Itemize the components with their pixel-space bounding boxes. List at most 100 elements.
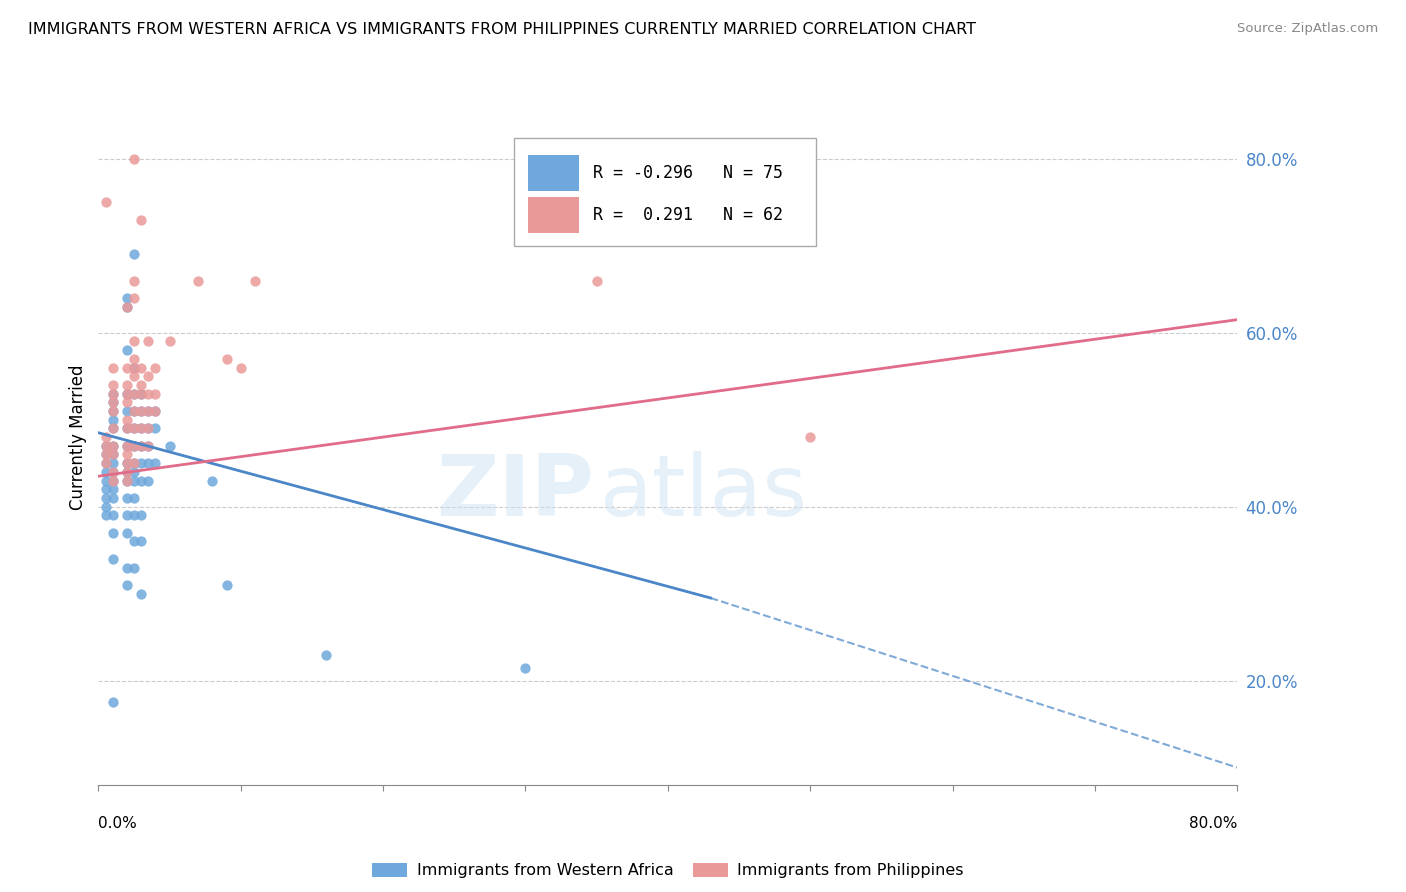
Point bbox=[122, 369, 145, 384]
Legend: Immigrants from Western Africa, Immigrants from Philippines: Immigrants from Western Africa, Immigran… bbox=[366, 856, 970, 885]
Point bbox=[145, 360, 167, 375]
Point bbox=[101, 465, 124, 479]
Point bbox=[315, 648, 337, 662]
Point bbox=[101, 465, 124, 479]
Point bbox=[94, 491, 117, 505]
Point bbox=[122, 439, 145, 453]
Point bbox=[94, 500, 117, 514]
Point bbox=[136, 334, 159, 349]
Point bbox=[136, 404, 159, 418]
Point bbox=[136, 421, 159, 435]
Point bbox=[136, 421, 159, 435]
Point bbox=[129, 404, 152, 418]
Text: 0.0%: 0.0% bbox=[98, 816, 138, 831]
Point bbox=[94, 456, 117, 470]
Point bbox=[115, 456, 138, 470]
Point bbox=[101, 412, 124, 426]
Point bbox=[145, 421, 167, 435]
Point bbox=[94, 447, 117, 462]
Point bbox=[115, 300, 138, 314]
Point bbox=[101, 456, 124, 470]
Point bbox=[101, 439, 124, 453]
Point bbox=[101, 386, 124, 401]
Point bbox=[101, 404, 124, 418]
Point bbox=[101, 551, 124, 566]
Point bbox=[129, 587, 152, 601]
Point bbox=[115, 386, 138, 401]
Point bbox=[94, 439, 117, 453]
Point bbox=[122, 421, 145, 435]
Point bbox=[94, 508, 117, 523]
Point bbox=[129, 360, 152, 375]
Point bbox=[129, 439, 152, 453]
Point bbox=[122, 534, 145, 549]
Point bbox=[115, 291, 138, 305]
Point bbox=[145, 386, 167, 401]
Point bbox=[122, 247, 145, 261]
Point bbox=[122, 386, 145, 401]
Point bbox=[122, 273, 145, 287]
Point bbox=[145, 456, 167, 470]
Point bbox=[515, 660, 537, 674]
Point bbox=[101, 447, 124, 462]
Point bbox=[94, 430, 117, 444]
Point bbox=[115, 474, 138, 488]
Point bbox=[115, 421, 138, 435]
Point bbox=[94, 195, 117, 210]
Point bbox=[129, 439, 152, 453]
Point bbox=[122, 456, 145, 470]
Point bbox=[122, 474, 145, 488]
Point bbox=[122, 508, 145, 523]
Point bbox=[159, 439, 181, 453]
Point bbox=[115, 456, 138, 470]
Point bbox=[122, 360, 145, 375]
Point bbox=[101, 447, 124, 462]
Point bbox=[101, 421, 124, 435]
Point bbox=[129, 404, 152, 418]
Point bbox=[122, 291, 145, 305]
Point bbox=[215, 351, 238, 366]
Point bbox=[129, 386, 152, 401]
Point bbox=[129, 386, 152, 401]
Point bbox=[115, 447, 138, 462]
Point bbox=[122, 360, 145, 375]
Point bbox=[115, 465, 138, 479]
Point bbox=[101, 395, 124, 409]
Point bbox=[94, 447, 117, 462]
FancyBboxPatch shape bbox=[527, 155, 579, 192]
Point bbox=[101, 421, 124, 435]
Point bbox=[115, 386, 138, 401]
Point bbox=[101, 482, 124, 496]
FancyBboxPatch shape bbox=[515, 138, 815, 245]
Point bbox=[122, 465, 145, 479]
Point bbox=[122, 351, 145, 366]
Point bbox=[115, 439, 138, 453]
Point bbox=[101, 404, 124, 418]
Point bbox=[115, 404, 138, 418]
Point bbox=[101, 377, 124, 392]
Point bbox=[94, 465, 117, 479]
Point bbox=[122, 421, 145, 435]
Point bbox=[115, 395, 138, 409]
Text: R =  0.291   N = 62: R = 0.291 N = 62 bbox=[593, 206, 783, 224]
Point bbox=[94, 439, 117, 453]
Y-axis label: Currently Married: Currently Married bbox=[69, 364, 87, 510]
Point bbox=[585, 273, 607, 287]
Point bbox=[136, 474, 159, 488]
Point bbox=[136, 386, 159, 401]
Point bbox=[115, 578, 138, 592]
Text: IMMIGRANTS FROM WESTERN AFRICA VS IMMIGRANTS FROM PHILIPPINES CURRENTLY MARRIED : IMMIGRANTS FROM WESTERN AFRICA VS IMMIGR… bbox=[28, 22, 976, 37]
Point bbox=[159, 334, 181, 349]
Point bbox=[201, 474, 224, 488]
Point bbox=[101, 508, 124, 523]
Point bbox=[122, 334, 145, 349]
Point bbox=[101, 360, 124, 375]
Point bbox=[101, 386, 124, 401]
Point bbox=[101, 474, 124, 488]
Point bbox=[101, 695, 124, 709]
Point bbox=[115, 525, 138, 540]
Point bbox=[129, 534, 152, 549]
Text: atlas: atlas bbox=[599, 451, 807, 534]
Point bbox=[115, 474, 138, 488]
Point bbox=[94, 474, 117, 488]
